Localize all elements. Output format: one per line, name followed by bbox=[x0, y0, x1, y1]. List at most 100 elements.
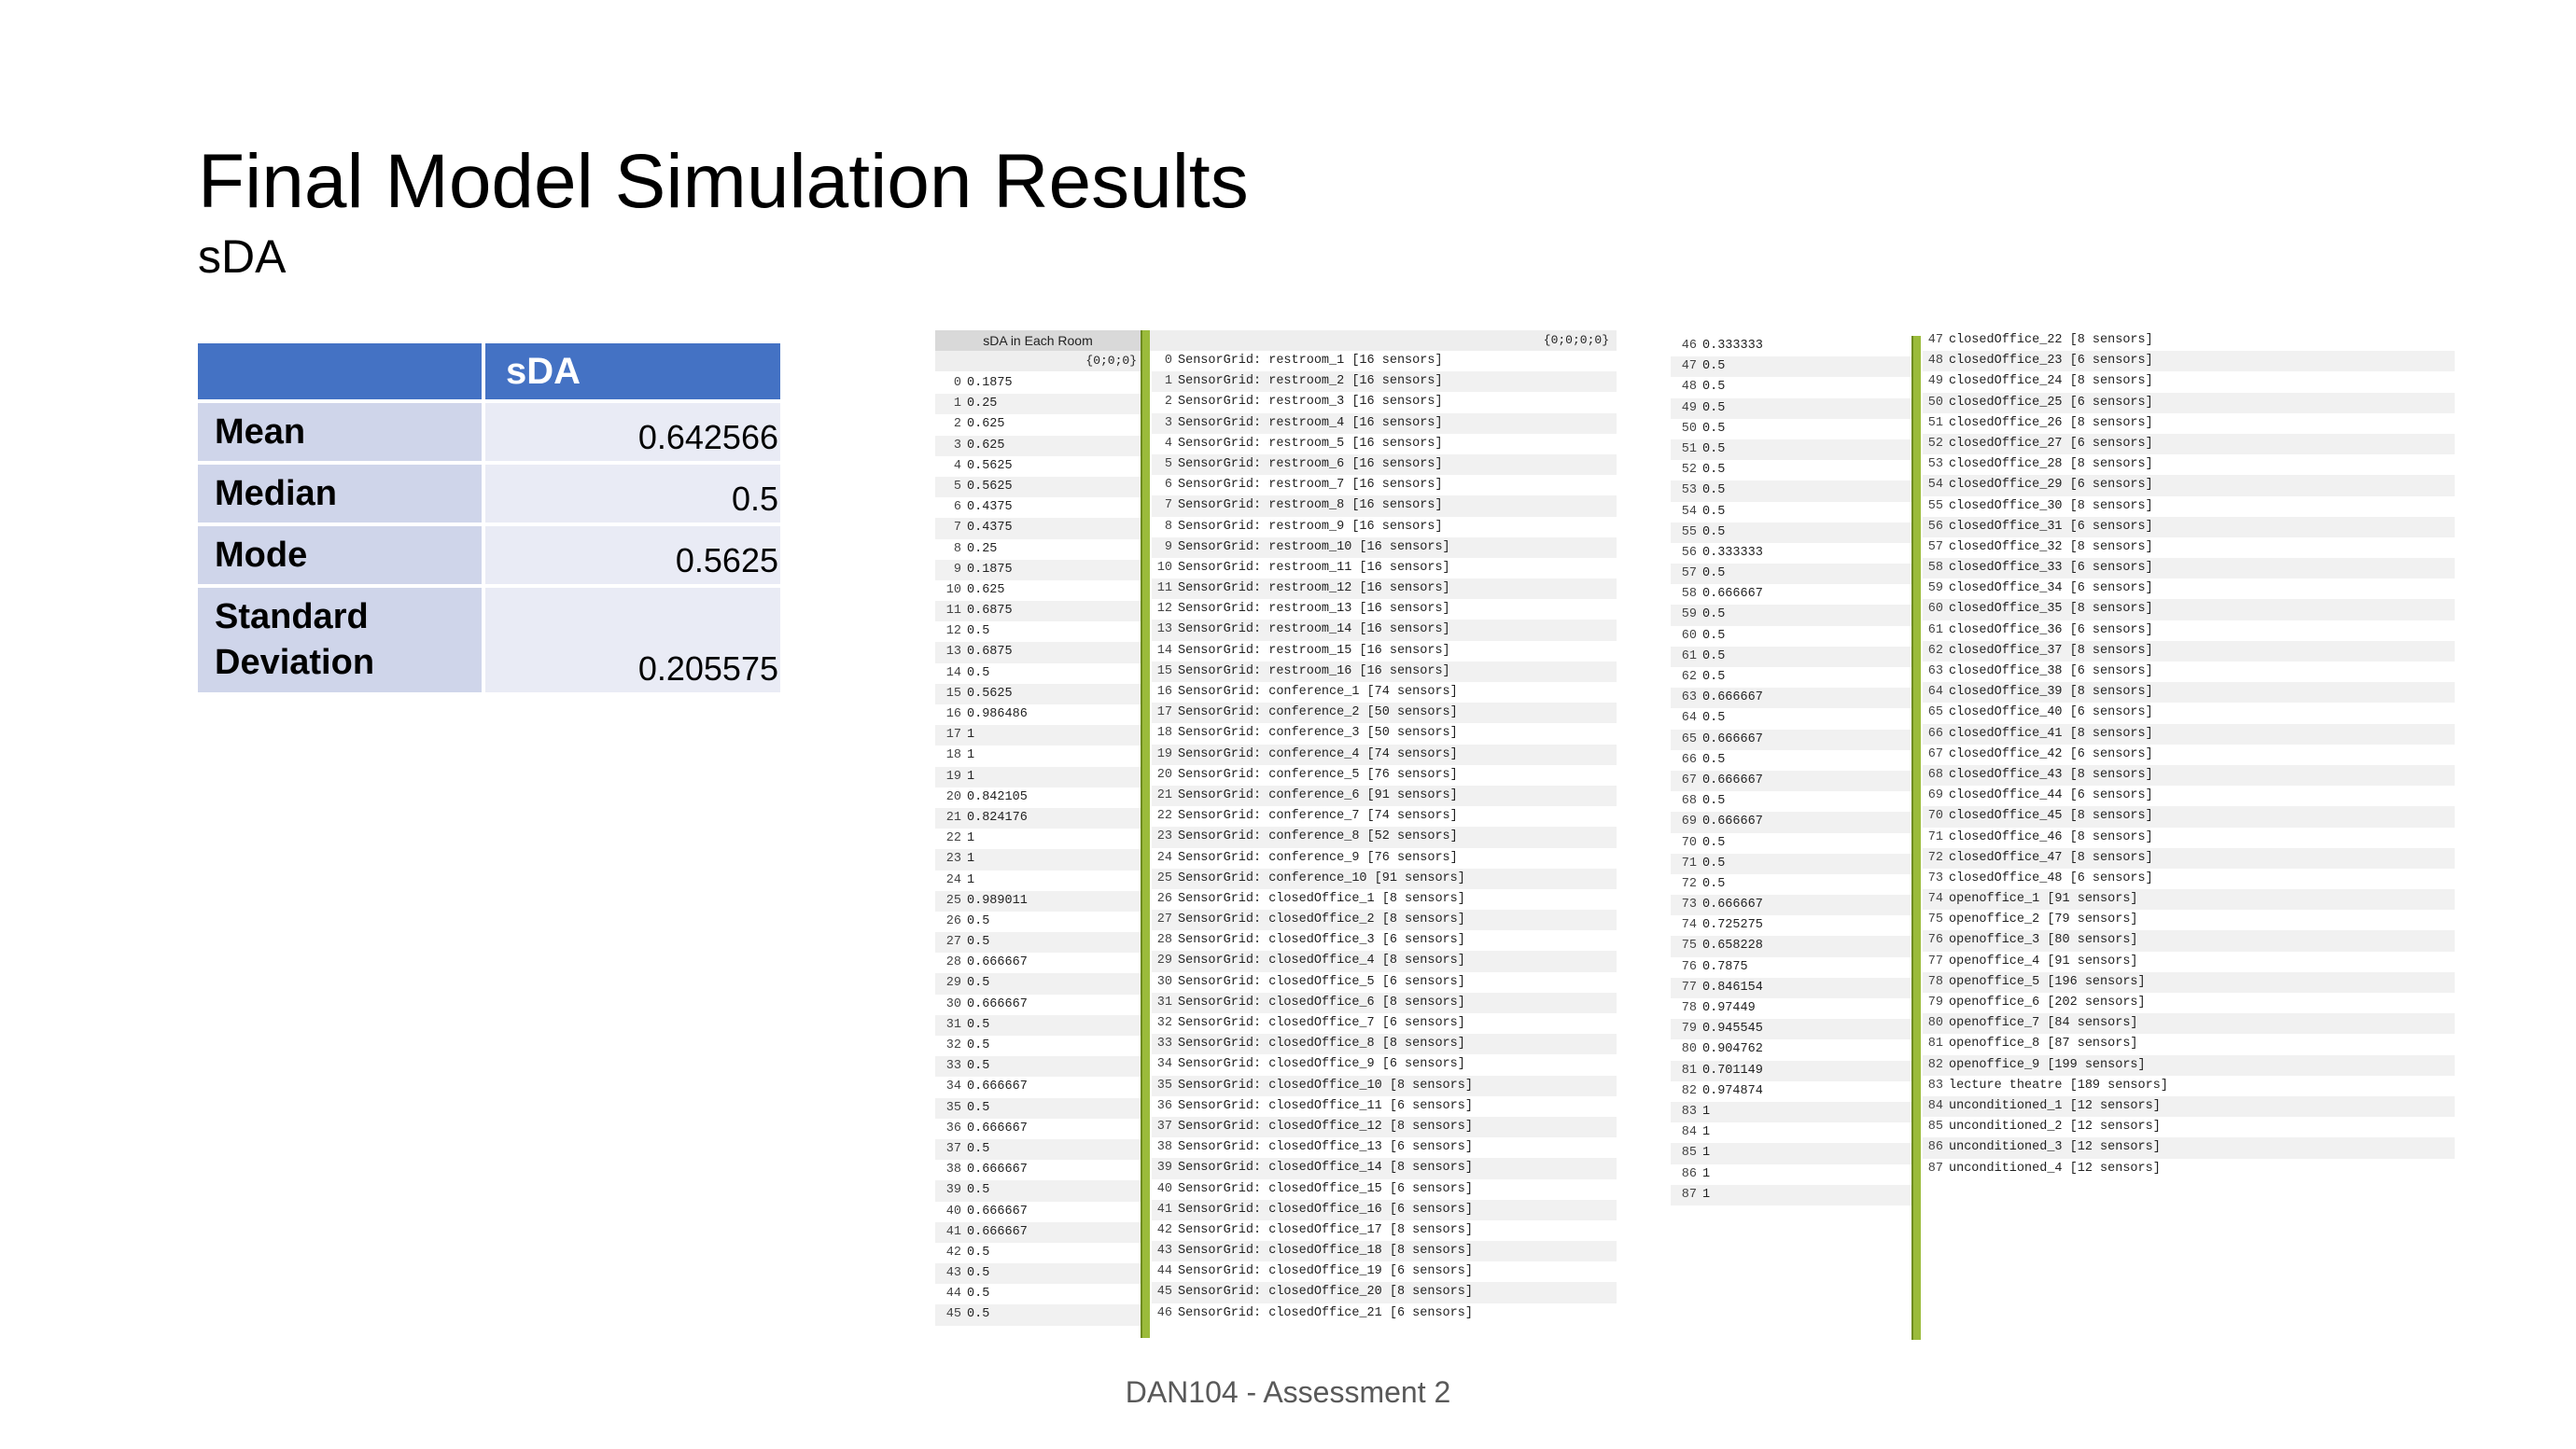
sensor-grid-row: 22 SensorGrid: conference_7 [74 sensors] bbox=[1152, 806, 1617, 827]
sensor-grid-text: SensorGrid: restroom_5 [16 sensors] bbox=[1178, 436, 1443, 451]
row-index: 61 bbox=[1681, 648, 1697, 663]
sda-value-row: 83 1 bbox=[1671, 1101, 1911, 1123]
row-index: 23 bbox=[1156, 829, 1172, 844]
sensor-grid-text: SensorGrid: restroom_7 [16 sensors] bbox=[1178, 478, 1443, 493]
row-index: 4 bbox=[953, 458, 961, 473]
row-index: 41 bbox=[1156, 1202, 1172, 1217]
row-index: 56 bbox=[1681, 545, 1697, 560]
sda-value-row: 78 0.97449 bbox=[1671, 998, 1911, 1019]
row-index: 32 bbox=[945, 1038, 961, 1052]
sda-value-row: 10 0.625 bbox=[935, 580, 1141, 601]
sda-value-row: 63 0.666667 bbox=[1671, 688, 1911, 709]
row-index: 70 bbox=[1927, 809, 1943, 824]
sensor-grid-row: 15 SensorGrid: restroom_16 [16 sensors] bbox=[1152, 661, 1617, 682]
sda-value-row: 71 0.5 bbox=[1671, 853, 1911, 874]
sda-value-row: 70 0.5 bbox=[1671, 833, 1911, 854]
sda-value-text: 0.701149 bbox=[1702, 1063, 1763, 1078]
sensor-grid-row: 16 SensorGrid: conference_1 [74 sensors] bbox=[1152, 682, 1617, 703]
sensor-grid-text: unconditioned_1 [12 sensors] bbox=[1949, 1098, 2161, 1113]
row-index: 78 bbox=[1681, 1001, 1697, 1015]
row-index: 15 bbox=[945, 686, 961, 701]
sensor-grid-text: SensorGrid: conference_8 [52 sensors] bbox=[1178, 829, 1458, 844]
sensor-grid-text: SensorGrid: closedOffice_8 [8 sensors] bbox=[1178, 1037, 1465, 1052]
sda-value-text: 0.5 bbox=[967, 913, 990, 928]
sda-value-text: 0.666667 bbox=[967, 955, 1028, 970]
row-index: 40 bbox=[945, 1204, 961, 1219]
row-index: 26 bbox=[1156, 891, 1172, 906]
sda-value-row: 76 0.7875 bbox=[1671, 957, 1911, 978]
sensor-grid-row: 87 unconditioned_4 [12 sensors] bbox=[1923, 1159, 2455, 1179]
sensor-grid-text: SensorGrid: closedOffice_16 [6 sensors] bbox=[1178, 1202, 1473, 1217]
row-index: 83 bbox=[1681, 1104, 1697, 1119]
sensor-grid-text: closedOffice_23 [6 sensors] bbox=[1949, 354, 2153, 369]
sda-value-text: 1 bbox=[1702, 1187, 1711, 1202]
sda-value-row: 30 0.666667 bbox=[935, 995, 1141, 1015]
sda-value-text: 0.5 bbox=[967, 1287, 990, 1302]
sensor-grid-row: 44 SensorGrid: closedOffice_19 [6 sensors… bbox=[1152, 1261, 1617, 1282]
row-index: 71 bbox=[1681, 856, 1697, 871]
row-index: 25 bbox=[945, 893, 961, 908]
sda-value-row: 21 0.824176 bbox=[935, 807, 1141, 829]
sensor-grid-text: SensorGrid: closedOffice_19 [6 sensors] bbox=[1178, 1264, 1473, 1279]
sda-value-row: 82 0.974874 bbox=[1671, 1081, 1911, 1102]
sensor-grid-row: 19 SensorGrid: conference_4 [74 sensors] bbox=[1152, 744, 1617, 765]
sda-value-row: 84 1 bbox=[1671, 1122, 1911, 1143]
sda-value-row: 75 0.658228 bbox=[1671, 936, 1911, 957]
sda-value-text: 1 bbox=[967, 852, 975, 867]
row-index: 76 bbox=[1681, 959, 1697, 974]
sda-value-row: 66 0.5 bbox=[1671, 750, 1911, 771]
sda-value-row: 7 0.4375 bbox=[935, 518, 1141, 539]
sensor-grid-row: 27 SensorGrid: closedOffice_2 [8 sensors] bbox=[1152, 910, 1617, 931]
row-index: 46 bbox=[1156, 1305, 1172, 1320]
sda-value-row: 26 0.5 bbox=[935, 912, 1141, 932]
row-index: 63 bbox=[1927, 664, 1943, 678]
row-index: 74 bbox=[1927, 892, 1943, 907]
row-index: 77 bbox=[1681, 980, 1697, 995]
sda-value-text: 0.5 bbox=[967, 1059, 990, 1074]
sensor-grid-row: 37 SensorGrid: closedOffice_12 [8 sensors… bbox=[1152, 1116, 1617, 1138]
grid-column: 47 closedOffice_22 [8 sensors] 48 closedOff… bbox=[1923, 330, 2455, 1179]
row-index: 72 bbox=[1927, 850, 1943, 865]
sensor-grid-text: SensorGrid: closedOffice_4 [8 sensors] bbox=[1178, 954, 1465, 968]
sensor-grid-text: openoffice_3 [80 sensors] bbox=[1949, 933, 2138, 948]
row-index: 85 bbox=[1927, 1120, 1943, 1135]
sda-value-text: 0.666667 bbox=[1702, 731, 1763, 746]
sda-value-text: 0.5 bbox=[1702, 648, 1726, 663]
grid-column: 0 SensorGrid: restroom_1 [16 sensors] 1 Sen… bbox=[1152, 351, 1617, 1324]
sensor-grid-text: SensorGrid: closedOffice_10 [8 sensors] bbox=[1178, 1078, 1473, 1093]
sensor-grid-row: 40 SensorGrid: closedOffice_15 [6 sensors… bbox=[1152, 1179, 1617, 1200]
sensor-grid-text: closedOffice_43 [8 sensors] bbox=[1949, 767, 2153, 782]
row-index: 64 bbox=[1927, 685, 1943, 700]
sda-value-row: 86 1 bbox=[1671, 1164, 1911, 1185]
sensor-grid-row: 18 SensorGrid: conference_3 [50 sensors] bbox=[1152, 723, 1617, 744]
sensor-grid-row: 82 openoffice_9 [199 sensors] bbox=[1923, 1054, 2455, 1076]
sda-value-text: 0.989011 bbox=[967, 893, 1028, 908]
sensor-grid-row: 14 SensorGrid: restroom_15 [16 sensors] bbox=[1152, 641, 1617, 662]
sensor-grid-text: openoffice_4 [91 sensors] bbox=[1949, 954, 2138, 968]
row-index: 30 bbox=[1156, 974, 1172, 989]
sensor-grid-text: SensorGrid: restroom_12 [16 sensors] bbox=[1178, 581, 1450, 596]
row-index: 19 bbox=[1156, 746, 1172, 761]
sda-value-row: 17 1 bbox=[935, 725, 1141, 746]
value-column: 0 0.1875 1 0.25 2 0.625 3 0.625 4 0.5625 5 0.5625 6 0… bbox=[935, 373, 1141, 1326]
sda-value-row: 49 0.5 bbox=[1671, 397, 1911, 419]
row-index: 62 bbox=[1681, 670, 1697, 684]
sda-value-text: 0.5 bbox=[967, 1266, 990, 1281]
sensor-grid-text: SensorGrid: closedOffice_18 [8 sensors] bbox=[1178, 1244, 1473, 1259]
row-index: 85 bbox=[1681, 1146, 1697, 1161]
row-index: 3 bbox=[1164, 415, 1172, 430]
sensor-grid-text: SensorGrid: closedOffice_3 [6 sensors] bbox=[1178, 933, 1465, 948]
row-index: 48 bbox=[1681, 380, 1697, 395]
sensor-grid-row: 63 closedOffice_38 [6 sensors] bbox=[1923, 662, 2455, 682]
sensor-grid-text: closedOffice_29 [6 sensors] bbox=[1949, 478, 2153, 493]
sda-value-text: 0.5625 bbox=[967, 686, 1013, 701]
sda-value-row: 3 0.625 bbox=[935, 435, 1141, 456]
sensor-grid-row: 4 SensorGrid: restroom_5 [16 sensors] bbox=[1152, 434, 1617, 454]
sda-value-row: 61 0.5 bbox=[1671, 646, 1911, 667]
sensor-grid-text: SensorGrid: closedOffice_12 [8 sensors] bbox=[1178, 1119, 1473, 1134]
row-index: 57 bbox=[1927, 539, 1943, 554]
sensor-grid-row: 66 closedOffice_41 [8 sensors] bbox=[1923, 723, 2455, 745]
sda-value-row: 60 0.5 bbox=[1671, 626, 1911, 647]
row-index: 14 bbox=[1156, 643, 1172, 658]
header-sda-cell: sDA bbox=[485, 343, 780, 403]
